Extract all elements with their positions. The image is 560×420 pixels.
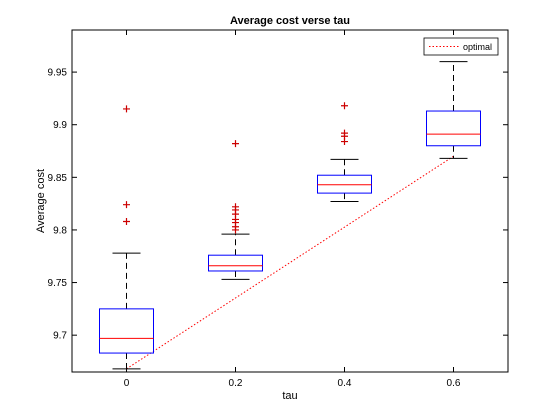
outlier-marker (123, 201, 130, 209)
x-tick-label: 0.4 (338, 378, 352, 389)
x-axis-label: tau (282, 390, 297, 402)
y-tick-label: 9.75 (48, 278, 68, 289)
box-iqr (426, 110, 481, 147)
box-iqr (317, 174, 372, 194)
outlier-marker (341, 102, 348, 110)
y-tick-label: 9.9 (53, 120, 67, 131)
legend-box (423, 37, 499, 56)
y-tick-label: 9.95 (48, 68, 68, 79)
chart-title: Average cost verse tau (230, 15, 350, 27)
box-iqr (208, 254, 263, 272)
y-tick-label: 9.85 (48, 173, 68, 184)
y-tick-label: 9.7 (53, 331, 67, 342)
outlier-marker (123, 218, 130, 226)
x-tick-label: 0 (124, 378, 130, 389)
x-tick-label: 0.2 (229, 378, 243, 389)
legend-optimal-label: optimal (463, 42, 492, 52)
outlier-marker (341, 129, 348, 137)
outlier-marker (232, 140, 239, 148)
axes-frame (71, 29, 509, 373)
legend: optimal (423, 37, 499, 56)
outlier-marker (123, 105, 130, 113)
y-tick-label: 9.8 (53, 225, 67, 236)
box-iqr (99, 308, 154, 354)
outlier-marker (232, 203, 239, 211)
y-axis-label: Average cost (35, 169, 47, 233)
x-tick-label: 0.6 (447, 378, 461, 389)
plot-area: 9.7 9.75 9.8 9.85 9.9 9.95 0 0.2 0.4 0.6 (48, 30, 508, 389)
